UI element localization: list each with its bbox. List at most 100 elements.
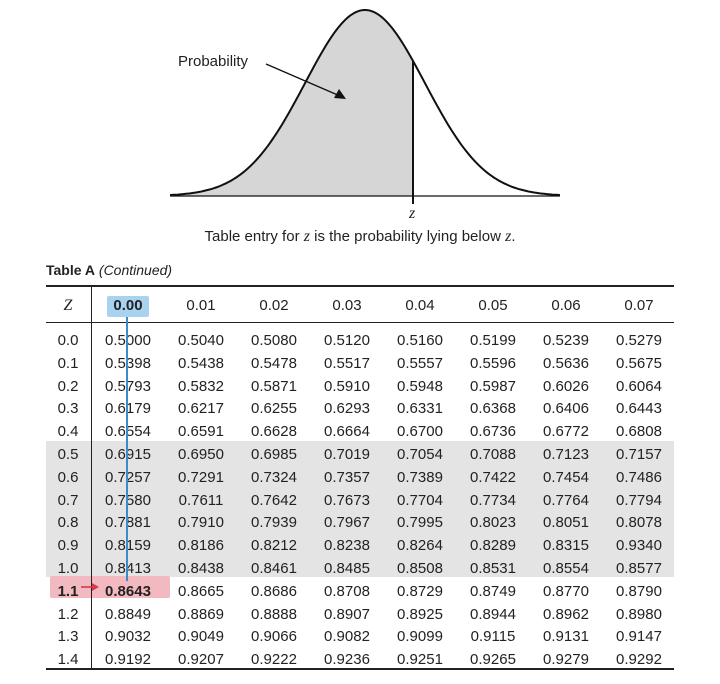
table-cell: 0.7019 <box>324 446 370 463</box>
table-cell: 0.8577 <box>616 560 662 577</box>
table-cell: 0.5040 <box>178 332 224 349</box>
column-header-6: 0.06 <box>551 297 581 314</box>
table-cell: 0.8686 <box>251 582 297 600</box>
table-cell: 0.7704 <box>397 491 443 509</box>
pointer-arrowhead <box>334 89 346 99</box>
table-cell: 0.6950 <box>178 446 224 463</box>
table-cell: 0.5557 <box>397 354 443 372</box>
row-z-value: 0.3 <box>57 400 79 418</box>
table-cell: 0.8643 <box>105 582 151 600</box>
row-z-value: 0.2 <box>57 377 79 395</box>
table-cell: 0.7642 <box>251 491 297 509</box>
table-cell: 0.8665 <box>178 582 224 600</box>
table-cell: 0.5517 <box>324 354 370 372</box>
table-cell: 0.6443 <box>616 400 662 418</box>
table-cell: 0.7088 <box>470 446 516 463</box>
probability-label: Probability <box>178 53 249 70</box>
table-cell: 0.8461 <box>251 560 297 577</box>
table-title: Table A (Continued) <box>46 262 172 278</box>
table-row: 0.2 0.5793 0.5832 0.5871 0.5910 0.5948 0.5987 0… <box>0 376 720 398</box>
table-cell: 0.9099 <box>397 628 443 646</box>
table-cell: 0.8729 <box>397 582 443 600</box>
row-z-value: 0.9 <box>57 537 79 555</box>
column-header-0: 0.00 <box>113 297 143 314</box>
caption-z2: z <box>505 228 512 245</box>
row-z-value: 0.0 <box>57 332 79 349</box>
table-cell: 0.8869 <box>178 605 224 623</box>
table-cell: 0.6026 <box>543 377 589 395</box>
table-cell: 0.8708 <box>324 582 370 600</box>
table-cell: 0.9251 <box>397 651 443 669</box>
table-cell: 0.8508 <box>397 560 443 577</box>
table-cell: 0.8962 <box>543 605 589 623</box>
shaded-row-band <box>46 441 674 577</box>
table-cell: 0.9115 <box>470 628 516 646</box>
table-cell: 0.6808 <box>616 423 662 441</box>
row-z-value: 1.3 <box>57 628 79 646</box>
table-row: 0.4 0.6554 0.6591 0.6628 0.6664 0.6700 0.6736 0… <box>0 421 720 443</box>
table-title-continued: (Continued) <box>98 262 173 278</box>
table-cell: 0.5596 <box>470 354 516 372</box>
column-header-5: 0.05 <box>478 297 508 314</box>
table-row: 0.7 0.7580 0.7611 0.7642 0.7673 0.7704 0.7734 0… <box>0 490 720 512</box>
table-row: 0.8 0.7881 0.7910 0.7939 0.7967 0.7995 0.8023 0… <box>0 512 720 534</box>
table-cell: 0.8023 <box>470 514 516 532</box>
table-cell: 0.8078 <box>616 514 662 532</box>
table-row: 0.6 0.7257 0.7291 0.7324 0.7357 0.7389 0.7422 0… <box>0 467 720 489</box>
selected-column-highlight <box>107 296 149 317</box>
figure-caption: Table entry for z is the probability lyi… <box>0 228 720 246</box>
table-row: 0.5 0.6915 0.6950 0.6985 0.7019 0.7054 0.7088 0… <box>0 444 720 466</box>
table-cell: 0.8051 <box>543 514 589 532</box>
probability-pointer-arrow <box>265 63 341 97</box>
table-cell: 0.9340 <box>616 537 662 555</box>
column-header-1: 0.01 <box>186 297 216 314</box>
table-header-rule <box>46 322 674 323</box>
table-cell: 0.7324 <box>251 468 297 486</box>
table-cell: 0.5987 <box>470 377 516 395</box>
table-cell: 0.8888 <box>251 605 297 623</box>
table-cell: 0.9207 <box>178 651 224 669</box>
table-cell: 0.7422 <box>470 468 516 486</box>
table-cell: 0.9236 <box>324 651 370 669</box>
table-cell: 0.9147 <box>616 628 662 646</box>
table-cell: 0.7764 <box>543 491 589 509</box>
table-cell: 0.8849 <box>105 605 151 623</box>
table-row: 0.3 0.6179 0.6217 0.6255 0.6293 0.6331 0.6368 0… <box>0 398 720 420</box>
row-z-value: 0.7 <box>57 491 79 509</box>
table-cell: 0.6331 <box>397 400 443 418</box>
table-cell: 0.8438 <box>178 560 224 577</box>
table-cell: 0.5438 <box>178 354 224 372</box>
row-z-value: 0.6 <box>57 468 79 486</box>
table-cell: 0.6179 <box>92 398 164 420</box>
caption-prefix: Table entry for <box>204 228 304 245</box>
column-header-4: 0.04 <box>405 297 435 314</box>
caption-suffix: is the probability lying below <box>309 228 506 245</box>
table-cell: 0.6628 <box>251 423 297 441</box>
table-cell: 0.8907 <box>324 605 370 623</box>
table-cell: 0.5239 <box>543 332 589 349</box>
table-cell: 0.6591 <box>178 423 224 441</box>
table-row: 0.0 0.5000 0.5040 0.5080 0.5120 0.5160 0.5199 0… <box>0 330 720 352</box>
table-cell: 0.6368 <box>470 400 516 418</box>
table-cell: 0.6406 <box>543 400 589 418</box>
table-bottom-rule <box>46 668 674 670</box>
caption-z: z <box>303 228 310 245</box>
z-column-divider <box>91 287 92 668</box>
table-row: 0.1 0.5398 0.5438 0.5478 0.5517 0.5557 0.5596 0… <box>0 353 720 375</box>
table-cell: 0.7910 <box>178 514 224 532</box>
table-cell: 0.8413 <box>92 558 164 580</box>
table-cell: 0.8264 <box>397 537 443 555</box>
table-cell: 0.8238 <box>324 537 370 555</box>
row-z-value: 0.8 <box>57 514 79 532</box>
table-cell: 0.5000 <box>92 330 164 352</box>
table-cell: 0.9192 <box>105 651 151 669</box>
table-top-rule <box>46 285 674 287</box>
table-cell: 0.5793 <box>92 376 164 398</box>
table-title-main: Table A <box>46 262 96 278</box>
table-cell: 0.8925 <box>397 605 443 623</box>
row-z-value: 1.0 <box>57 560 79 577</box>
table-cell: 0.7454 <box>543 468 589 486</box>
table-cell: 0.6915 <box>92 444 164 466</box>
table-cell: 0.5478 <box>251 354 297 372</box>
table-row: 1.4 0.9192 0.9207 0.9222 0.9236 0.9251 0.9265 0… <box>0 649 720 671</box>
